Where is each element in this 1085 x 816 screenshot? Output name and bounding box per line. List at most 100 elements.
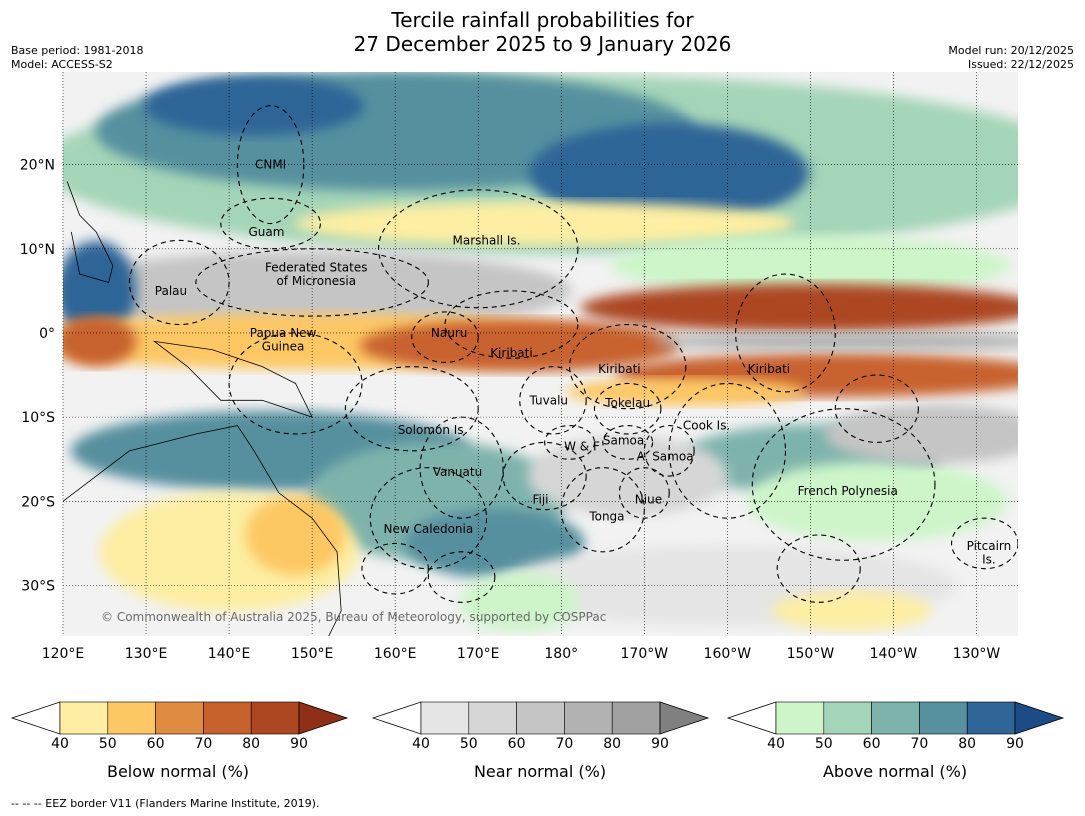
lon-tick-label: 140°E <box>208 646 251 662</box>
region-label: French Polynesia <box>798 484 898 498</box>
eez-border <box>228 332 363 435</box>
below-colorbar-segment <box>59 701 109 735</box>
region-label: Vanuatu <box>433 465 483 479</box>
below-normal-equator-east-north <box>580 283 1018 332</box>
run-info: Model run: 20/12/2025 Issued: 22/12/2025 <box>948 44 1074 72</box>
lon-tick-label: 170°W <box>621 646 669 662</box>
near-normal-south-east <box>824 403 1018 464</box>
above-colorbar-segment <box>823 701 872 735</box>
below-colorbar-low-arrow <box>10 701 61 735</box>
region-label: CNMI <box>255 158 286 172</box>
region-label: Kiribati <box>598 362 640 376</box>
eez-border <box>220 197 321 250</box>
lon-tick-label: 130°E <box>125 646 168 662</box>
eez-border <box>444 290 579 359</box>
below-colorbar-segment <box>203 701 252 735</box>
lon-tick-label: 160°W <box>704 646 752 662</box>
near-colorbar-segment <box>564 701 613 735</box>
above-normal-new-caledonia <box>404 508 585 579</box>
lon-tick-label: 180° <box>544 646 578 662</box>
above-normal-northwest <box>144 75 364 136</box>
lon-tick-label: 140°W <box>870 646 918 662</box>
copyright-notice: © Commonwealth of Australia 2025, Bureau… <box>101 610 606 624</box>
model-info: Base period: 1981-2018 Model: ACCESS-S2 <box>11 44 143 72</box>
near-colorbar-tick: 40 <box>412 736 430 752</box>
region-label: Tokelau <box>604 396 650 410</box>
region-label: Is. <box>982 552 996 566</box>
above-normal-philippines <box>63 240 137 341</box>
region-label: Niue <box>635 493 662 507</box>
above-colorbar-tick: 40 <box>767 736 785 752</box>
below-colorbar-tick: 50 <box>98 736 117 752</box>
model-run: Model run: 20/12/2025 <box>948 44 1074 57</box>
region-label: of Micronesia <box>276 274 356 288</box>
eez-border <box>569 323 687 410</box>
above-colorbar-segment <box>966 701 1016 735</box>
below-normal-indonesia <box>63 316 137 367</box>
eez-border <box>618 467 670 519</box>
below-normal-north-strip <box>294 201 795 246</box>
near-colorbar-high-arrow <box>659 701 710 735</box>
above-colorbar-low-arrow <box>726 701 777 735</box>
australia-coastline <box>62 425 342 637</box>
above-colorbar-tick: 50 <box>814 736 833 752</box>
below-normal-kiribati <box>565 377 806 406</box>
lon-tick-label: 150°E <box>291 646 334 662</box>
eez-border <box>427 551 496 603</box>
near-normal-micronesia <box>63 250 573 331</box>
below-colorbar-tick: 90 <box>290 736 308 752</box>
below-colorbar-segment <box>155 701 204 735</box>
below-normal-south-east <box>771 590 932 631</box>
above-colorbar-tick: 60 <box>862 736 881 752</box>
region-label: Papua New <box>250 326 317 340</box>
above-colorbar-tick: 90 <box>1006 736 1024 752</box>
above-normal-label: Above normal (%) <box>822 762 968 781</box>
eez-footnote: -- -- -- EEZ border V11 (Flanders Marine… <box>11 797 320 810</box>
region-label: Guinea <box>262 339 305 353</box>
near-colorbar-tick: 90 <box>651 736 669 752</box>
region-label: Nauru <box>431 326 467 340</box>
title-line-1: Tercile rainfall probabilities for <box>391 8 694 32</box>
model-name: Model: ACCESS-S2 <box>11 58 113 71</box>
eez-border <box>951 517 1018 570</box>
philippines-coastline <box>66 181 114 283</box>
region-label: Marshall Is. <box>453 233 521 247</box>
lat-tick-label: 20°S <box>21 494 55 510</box>
eez-border <box>593 382 662 435</box>
lon-tick-label: 150°W <box>787 646 835 662</box>
near-colorbar-segment <box>468 701 517 735</box>
below-colorbar-segment <box>250 701 300 735</box>
above-normal-north-max <box>529 123 810 224</box>
title-line-2: 27 December 2025 to 9 January 2026 <box>353 32 732 56</box>
below-colorbar-tick: 60 <box>146 736 165 752</box>
near-colorbar-tick: 80 <box>603 736 622 752</box>
region-label: Federated States <box>265 260 367 274</box>
eez-border <box>502 441 587 511</box>
above-colorbar-high-arrow <box>1014 701 1065 735</box>
eez-border <box>411 311 479 363</box>
below-normal-label: Below normal (%) <box>106 762 250 781</box>
region-label: A. Samoa <box>637 450 694 464</box>
below-colorbar-segment <box>107 701 156 735</box>
eez-border <box>735 273 836 393</box>
near-colorbar-low-arrow <box>371 701 422 735</box>
region-label: Samoa <box>603 434 644 448</box>
near-normal-label: Near normal (%) <box>473 762 607 781</box>
region-label: Pitcairn <box>967 539 1012 553</box>
eez-border <box>834 374 919 443</box>
region-label: Tuvalu <box>529 393 569 407</box>
above-colorbar-tick: 80 <box>958 736 977 752</box>
above-normal-central-north <box>610 235 1011 296</box>
lon-tick-label: 130°W <box>953 646 1001 662</box>
new-guinea-coastline <box>152 340 313 418</box>
eez-border <box>776 534 861 603</box>
issued-date: Issued: 22/12/2025 <box>967 58 1074 71</box>
near-colorbar-segment <box>611 701 661 735</box>
lat-tick-label: 10°S <box>21 410 55 426</box>
region-label: Solomon Is. <box>398 423 468 437</box>
below-normal-australia-core <box>245 494 346 575</box>
eez-border <box>560 467 645 553</box>
below-colorbar-tick: 70 <box>194 736 213 752</box>
near-colorbar-segment <box>420 701 470 735</box>
